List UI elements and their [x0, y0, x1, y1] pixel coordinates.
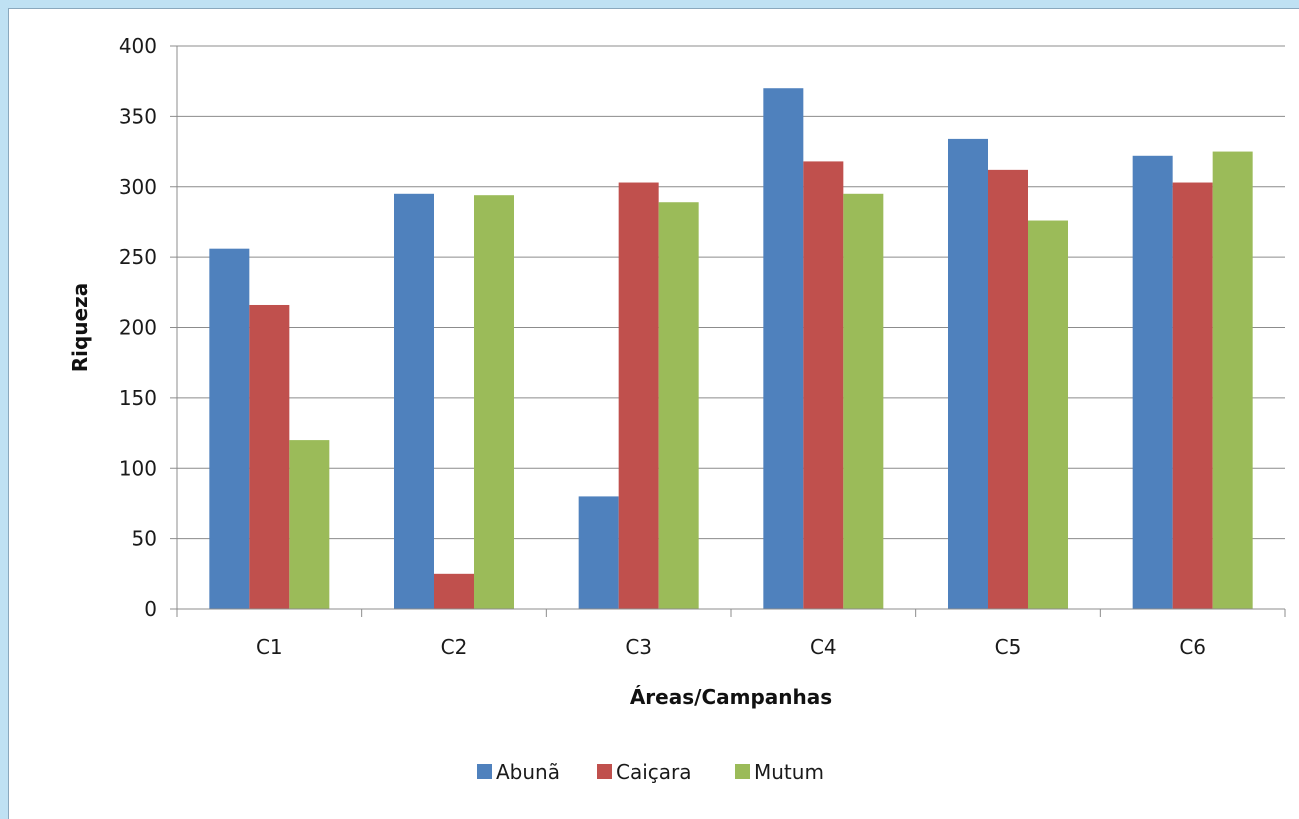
gridlines	[177, 45, 1285, 540]
bar-c1-2	[289, 440, 330, 609]
bar-chart: 0 50 100 150 200 250 300 350 400 C1 C2 C3 C4 C5 C6 Riq…	[68, 34, 1286, 784]
x-tick-label: C1	[256, 635, 283, 659]
bar-c3-1	[618, 182, 659, 609]
bars	[209, 88, 1253, 610]
bar-c6-0	[1132, 155, 1173, 609]
y-tick-label: 200	[119, 316, 157, 340]
bar-c4-0	[763, 88, 804, 610]
legend-swatch	[735, 764, 750, 779]
x-axis-title: Áreas/Campanhas	[630, 685, 832, 709]
bar-c3-0	[578, 496, 619, 609]
legend-swatch	[477, 764, 492, 779]
y-tick-label: 150	[119, 386, 157, 410]
bar-c2-0	[394, 193, 434, 609]
y-tick-label: 300	[119, 175, 157, 199]
y-tick-label: 350	[119, 104, 157, 128]
x-tick-label: C2	[441, 635, 468, 659]
bar-c5-0	[948, 138, 988, 609]
bar-c3-2	[658, 202, 699, 610]
y-tick-label: 100	[119, 456, 157, 480]
x-tick-label: C6	[1179, 635, 1206, 659]
legend-label: Mutum	[754, 760, 824, 784]
y-tick-label: 50	[132, 527, 157, 551]
bar-c6-1	[1172, 182, 1213, 609]
x-tick-label: C3	[625, 635, 652, 659]
bar-c2-1	[434, 573, 474, 609]
bar-c6-2	[1212, 151, 1253, 609]
legend: Abunã Caiçara Mutum	[477, 760, 824, 784]
bar-c5-2	[1028, 220, 1068, 609]
legend-label: Abunã	[496, 760, 560, 784]
y-tick-label: 250	[119, 245, 157, 269]
x-tick-label: C4	[810, 635, 837, 659]
y-axis-title: Riqueza	[68, 283, 92, 373]
legend-swatch	[597, 764, 612, 779]
y-tick-label: 0	[144, 597, 157, 621]
y-tick-label: 400	[119, 34, 157, 58]
legend-label: Caiçara	[616, 760, 692, 784]
axes: 0 50 100 150 200 250 300 350 400 C1 C2 C3 C4 C5 C6	[119, 34, 1286, 659]
bar-c4-2	[843, 193, 884, 609]
chart-area: 0 50 100 150 200 250 300 350 400 C1 C2 C3 C4 C5 C6 Riq…	[8, 8, 1299, 819]
bar-c2-2	[474, 195, 514, 609]
bar-c4-1	[803, 161, 844, 610]
bar-c1-1	[249, 304, 290, 609]
x-tick-label: C5	[995, 635, 1022, 659]
bar-c5-1	[988, 169, 1028, 610]
bar-c1-0	[209, 248, 250, 609]
